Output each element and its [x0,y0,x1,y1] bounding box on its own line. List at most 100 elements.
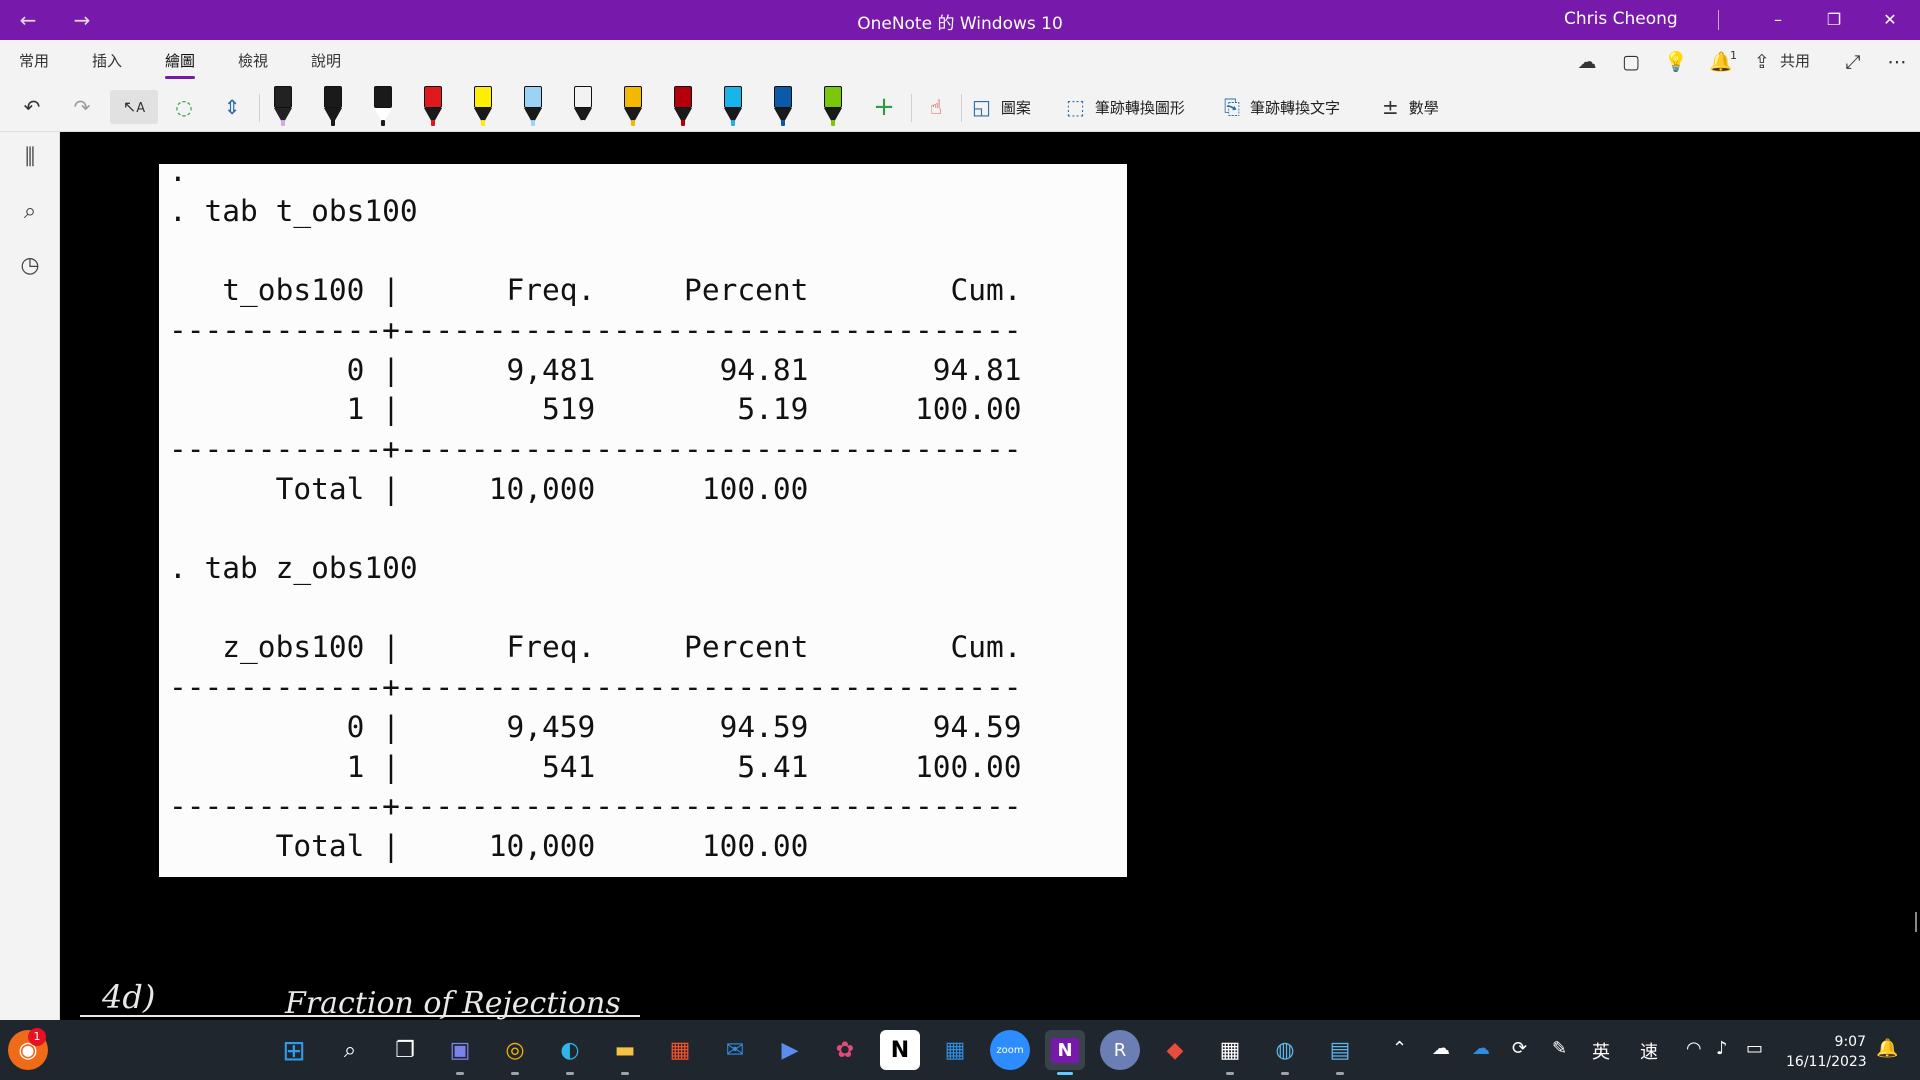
toolbar-separator [911,94,912,122]
grid-app-icon[interactable]: ▦ [1210,1030,1250,1075]
ink-to-text-button[interactable]: ⎘ 筆跡轉換文字 [1224,90,1340,124]
title-bar: ← → OneNote 的 Windows 10 Chris Cheong – … [0,0,1920,40]
search-icon[interactable]: ⌕ [23,199,37,224]
lightbulb-icon[interactable]: 💡 [1664,51,1688,73]
task-view-icon[interactable]: ❐ [395,1037,415,1063]
pen-white-icon[interactable] [366,86,400,130]
mail-icon[interactable]: ✉ [725,1037,745,1063]
battery-icon[interactable]: ▭ [1746,1038,1764,1059]
restore-button[interactable]: ❐ [1826,10,1842,29]
chrome-icon[interactable]: ◎ [495,1030,535,1075]
edge-icon[interactable]: ◐ [550,1030,590,1075]
notifications-icon[interactable]: 🔔 1 [1706,48,1737,76]
toolbar-separator [961,94,962,122]
sync-icon[interactable]: ⟳ [1512,1038,1528,1059]
teams-chat-icon[interactable]: ▣ [440,1030,480,1075]
recent-notes-icon[interactable]: ◷ [20,253,40,278]
tab-view[interactable]: 檢視 [238,52,269,70]
redo-button[interactable]: ↷ [73,95,91,119]
globe-app-icon[interactable]: ◍ [1265,1030,1305,1075]
wifi-icon[interactable]: ◠ [1686,1038,1702,1059]
pen-red-icon[interactable] [416,86,450,130]
sync-status-icon[interactable]: ☁ [1577,51,1597,73]
pen-cyan-icon[interactable] [716,86,750,130]
notebooks-icon[interactable]: ⫼ [24,145,36,170]
ink-strokes[interactable] [80,132,780,1020]
stata-output-image[interactable]: . . tab t_obs100 t_obs100 | Freq. Percen… [159,154,1127,877]
toolbar-separator [259,94,260,122]
notification-count: 1 [1730,49,1737,62]
windows-start-icon[interactable]: ⊞ [282,1033,306,1067]
firefox-badge: 1 [28,1028,46,1046]
highlighter-white-icon[interactable] [566,86,600,130]
lasso-type-select-button[interactable]: ↖A [110,90,158,124]
media-player-icon[interactable]: ▶ [781,1037,799,1063]
ink-to-shape-icon: ⬚ [1066,95,1085,119]
onedrive-icon[interactable]: ☁ [1472,1038,1490,1059]
highlighter-purple-icon[interactable] [266,86,300,130]
math-label: 數學 [1408,98,1439,117]
ime-language[interactable]: 英 [1592,1042,1610,1063]
draw-toolbar: ↶ ↷ ↖A ◌ ⇕ + ☝ ◱ 圖案 ⬚ 筆跡轉換圖形 ⎘ 筆跡轉換文字 ± … [0,82,1920,132]
ink-label-4d: 4d) [102,978,156,1016]
pin-app-icon[interactable]: ◆ [1166,1037,1184,1063]
stata-output-text: . . tab t_obs100 t_obs100 | Freq. Percen… [169,154,1022,863]
tab-insert[interactable]: 插入 [92,52,123,70]
forward-icon[interactable]: → [73,8,91,32]
file-explorer-icon[interactable]: ▬ [605,1030,645,1075]
fullscreen-icon[interactable]: ⤢ [1845,51,1861,73]
clock-time: 9:07 [1834,1034,1866,1050]
scroll-indicator[interactable] [1915,912,1917,932]
share-button[interactable]: 共用 [1780,52,1811,70]
more-options-icon[interactable]: ⋯ [1887,51,1907,73]
calendar-icon[interactable]: ▦ [944,1037,966,1063]
undo-button[interactable]: ↶ [23,95,41,119]
pen-galaxy-gold-icon[interactable] [616,86,650,130]
add-pen-button[interactable]: + [873,92,895,122]
close-button[interactable]: ✕ [1883,10,1897,29]
pen-green-icon[interactable] [816,86,850,130]
clock[interactable]: 9:07 16/11/2023 [1786,1032,1867,1072]
microsoft-store-icon[interactable]: ▦ [669,1037,691,1063]
pen-tray-icon[interactable]: ✎ [1552,1038,1568,1059]
pen-darkred-icon[interactable] [666,86,700,130]
shapes-label: 圖案 [1000,98,1031,117]
sticky-notes-icon[interactable]: ▢ [1622,51,1640,73]
notion-icon[interactable]: N [880,1030,920,1070]
math-icon: ± [1382,95,1399,119]
ink-to-shape-button[interactable]: ⬚ 筆跡轉換圖形 [1066,90,1185,124]
highlighter-yellow-icon[interactable] [466,86,500,130]
pen-navy-icon[interactable] [766,86,800,130]
volume-icon[interactable]: ♪ [1716,1038,1728,1059]
left-nav: ⫼ ⌕ ◷ [0,132,60,1020]
pen-black-icon[interactable] [316,86,350,130]
shapes-button[interactable]: ◱ 圖案 [972,90,1031,124]
onedrive-error-icon[interactable]: ☁ [1432,1038,1450,1059]
notification-center-icon[interactable]: 🔔 [1876,1038,1899,1059]
tab-home[interactable]: 常用 [19,52,50,70]
lasso-select-button[interactable]: ◌ [175,95,193,119]
shapes-icon: ◱ [972,95,991,119]
ink-replay-button[interactable]: ☝ [929,95,943,119]
tab-draw[interactable]: 繪圖 [165,52,196,79]
tab-help[interactable]: 說明 [311,52,342,70]
ink-to-text-label: 筆跡轉換文字 [1250,98,1341,117]
clock-date: 16/11/2023 [1786,1054,1867,1070]
highlighter-lightblue-icon[interactable] [516,86,550,130]
onenote-icon[interactable]: N [1045,1030,1085,1075]
back-icon[interactable]: ← [19,8,37,32]
ime-mode[interactable]: 速 [1640,1042,1658,1063]
share-icon[interactable]: ⇪ [1754,51,1770,73]
zoom-icon[interactable]: zoom [990,1030,1030,1070]
davinci-resolve-icon[interactable]: ✿ [835,1037,855,1063]
notepad-icon[interactable]: ▤ [1320,1030,1360,1075]
r-icon[interactable]: R [1100,1030,1140,1070]
search-taskbar-icon[interactable]: ⌕ [343,1037,357,1063]
page-canvas[interactable]: . . tab t_obs100 t_obs100 | Freq. Percen… [60,132,1920,1020]
show-hidden-icons-icon[interactable]: ⌃ [1392,1038,1408,1059]
ribbon-tabs: 常用 插入 繪圖 檢視 說明 ☁ ▢ 💡 🔔 1 ⇪ 共用 ⤢ ⋯ [0,40,1920,82]
math-button[interactable]: ± 數學 [1382,90,1439,124]
add-space-button[interactable]: ⇕ [223,95,241,119]
user-name[interactable]: Chris Cheong [1564,9,1678,29]
minimize-button[interactable]: – [1774,10,1782,29]
